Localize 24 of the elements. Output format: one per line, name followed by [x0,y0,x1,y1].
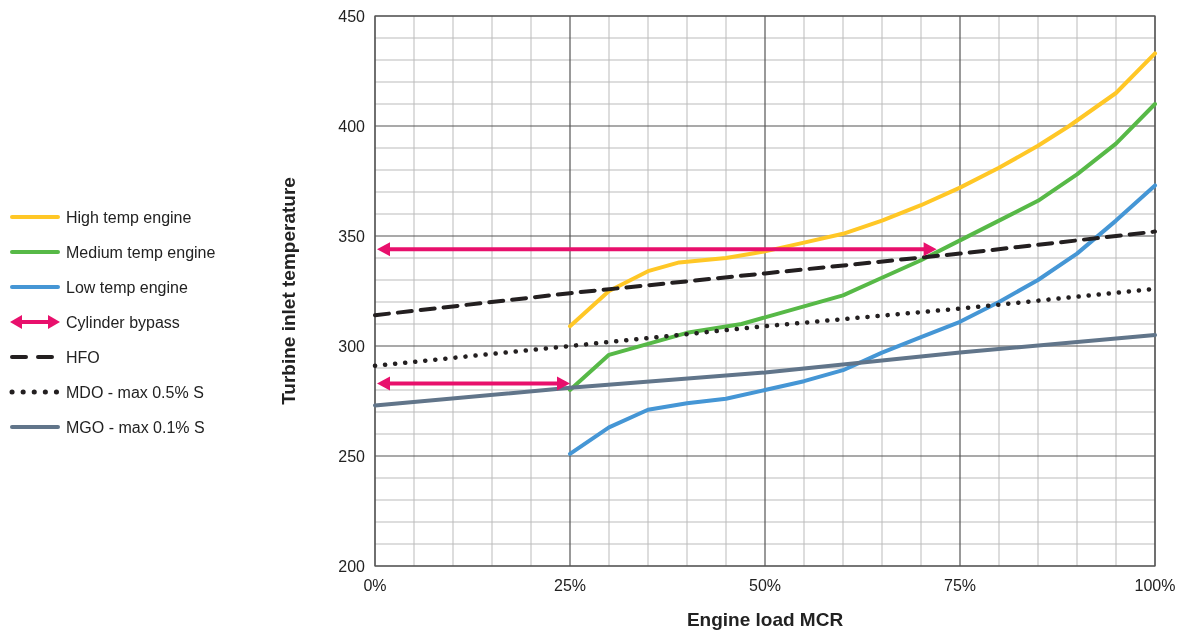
line-series [373,333,1157,408]
line-series [568,51,1157,329]
line-series [568,183,1157,456]
y-tick-label: 250 [338,448,366,465]
y-tick-label: 400 [338,118,366,135]
line-series [373,229,1157,318]
legend-label: Low temp engine [66,279,188,296]
x-tick-label: 0% [363,577,387,594]
legend-label: MDO - max 0.5% S [66,384,204,401]
x-tick-label: 75% [943,577,977,594]
legend-label: Medium temp engine [66,244,216,261]
x-tick-label: 50% [748,577,782,594]
legend-label: MGO - max 0.1% S [66,419,205,436]
x-tick-label: 25% [553,577,587,594]
x-axis-title: Engine load MCR [686,609,844,630]
y-tick-label: 450 [338,8,366,25]
legend-label: HFO [66,349,100,366]
y-tick-label: 350 [338,228,366,245]
y-axis-title: Turbine inlet temperature [278,177,299,405]
y-tick-label: 200 [338,558,366,575]
x-tick-label: 100% [1134,577,1176,594]
legend-label: High temp engine [66,209,192,226]
y-tick-label: 300 [338,338,366,355]
text: Cylinder bypass [66,314,180,331]
